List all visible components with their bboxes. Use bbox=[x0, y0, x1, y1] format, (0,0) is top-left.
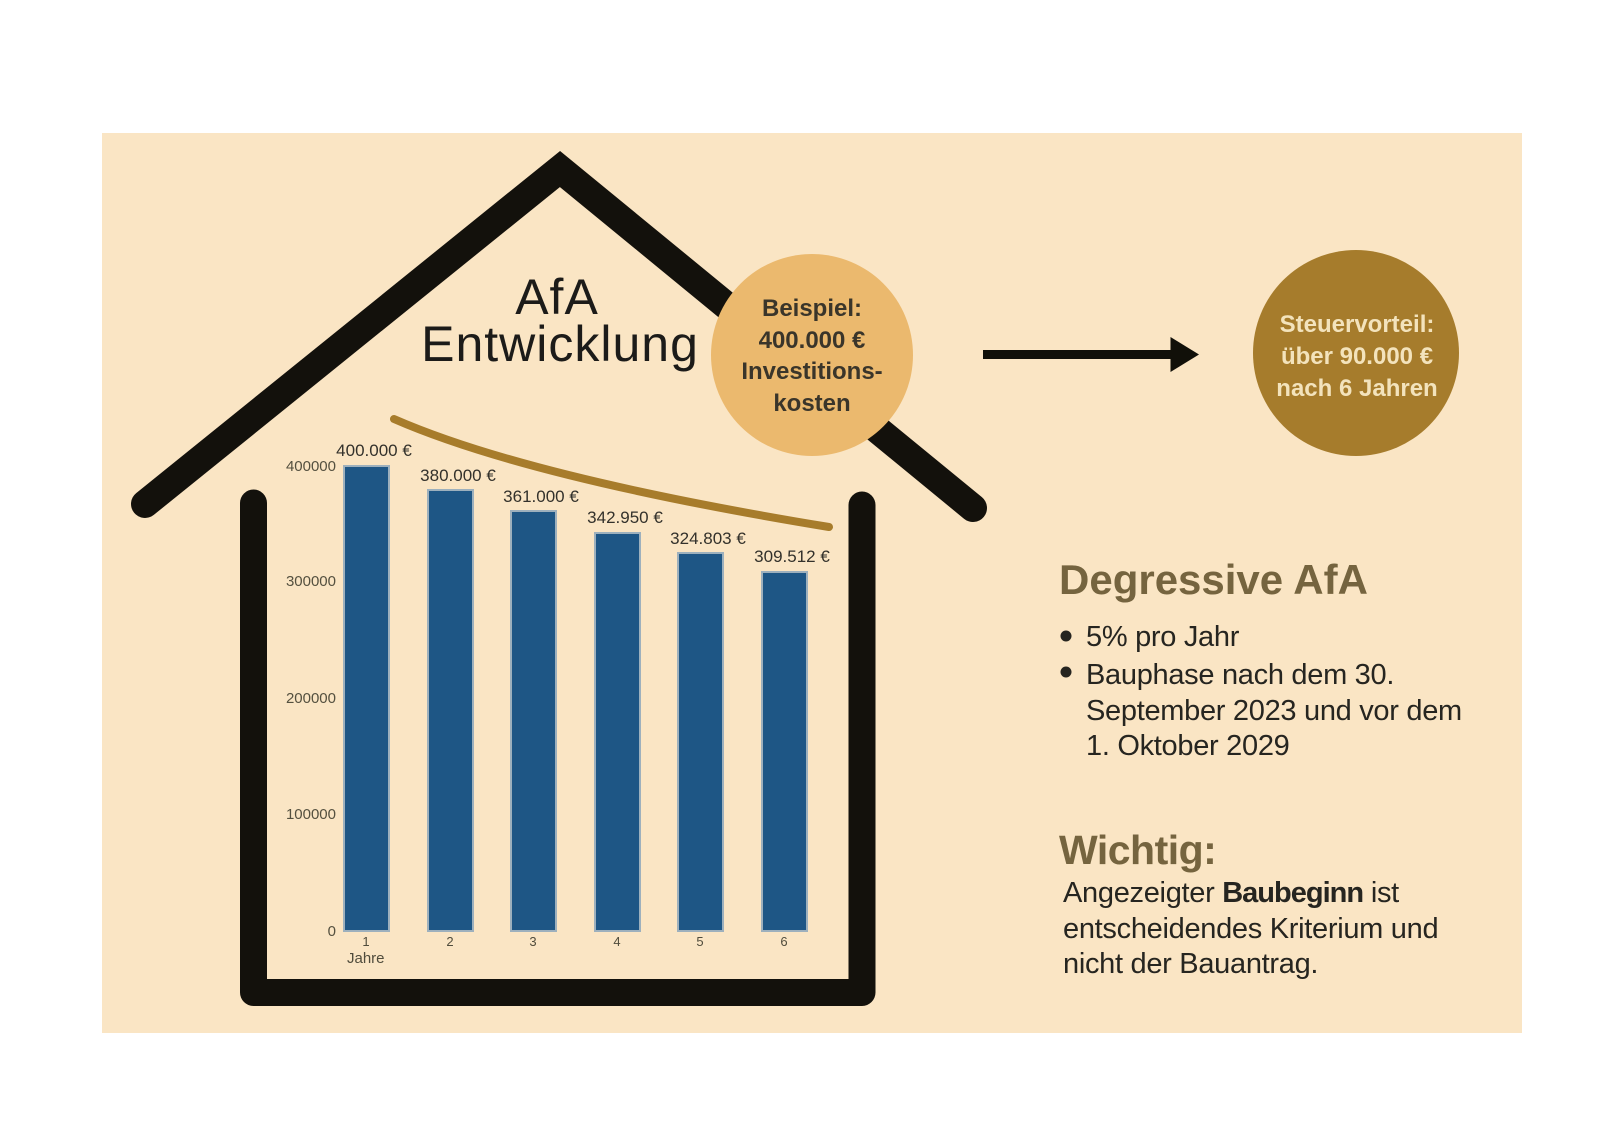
svg-text:300000: 300000 bbox=[286, 573, 336, 590]
svg-text:400.000 €: 400.000 € bbox=[336, 441, 412, 460]
svg-text:kosten: kosten bbox=[773, 390, 850, 417]
svg-text:2: 2 bbox=[446, 934, 453, 949]
svg-text:380.000 €: 380.000 € bbox=[420, 466, 496, 485]
svg-text:400000: 400000 bbox=[286, 458, 336, 475]
svg-text:Steuervorteil:: Steuervorteil: bbox=[1280, 311, 1435, 338]
svg-text:Angezeigter Baubeginn ist: Angezeigter Baubeginn ist bbox=[1063, 877, 1399, 909]
svg-text:Beispiel:: Beispiel: bbox=[762, 295, 862, 322]
svg-text:Entwicklung: Entwicklung bbox=[421, 316, 699, 372]
svg-text:über 90.000 €: über 90.000 € bbox=[1281, 343, 1433, 370]
svg-text:100000: 100000 bbox=[286, 806, 336, 823]
svg-text:Investitions-: Investitions- bbox=[741, 358, 882, 385]
svg-text:0: 0 bbox=[328, 923, 336, 940]
svg-text:324.803 €: 324.803 € bbox=[670, 529, 746, 548]
svg-text:1. Oktober 2029: 1. Oktober 2029 bbox=[1086, 730, 1289, 762]
svg-text:Bauphase nach dem 30.: Bauphase nach dem 30. bbox=[1086, 659, 1394, 691]
svg-text:AfA: AfA bbox=[515, 269, 599, 325]
svg-text:Jahre: Jahre bbox=[347, 950, 385, 967]
svg-text:309.512 €: 309.512 € bbox=[754, 547, 830, 566]
svg-text:Wichtig:: Wichtig: bbox=[1059, 827, 1216, 873]
svg-text:nicht der Bauantrag.: nicht der Bauantrag. bbox=[1063, 948, 1318, 980]
svg-text:361.000 €: 361.000 € bbox=[503, 487, 579, 506]
svg-text:3: 3 bbox=[529, 934, 536, 949]
svg-text:5: 5 bbox=[696, 934, 703, 949]
svg-text:entscheidendes Kriterium und: entscheidendes Kriterium und bbox=[1063, 913, 1438, 945]
svg-text:September 2023 und vor dem: September 2023 und vor dem bbox=[1086, 695, 1462, 727]
svg-text:Degressive AfA: Degressive AfA bbox=[1059, 556, 1368, 603]
svg-text:200000: 200000 bbox=[286, 690, 336, 707]
svg-text:400.000 €: 400.000 € bbox=[759, 327, 866, 354]
svg-text:342.950 €: 342.950 € bbox=[587, 508, 663, 527]
svg-text:5% pro Jahr: 5% pro Jahr bbox=[1086, 621, 1240, 653]
svg-text:6: 6 bbox=[780, 934, 787, 949]
svg-text:1: 1 bbox=[362, 934, 369, 949]
svg-text:nach 6 Jahren: nach 6 Jahren bbox=[1276, 375, 1437, 402]
svg-text:4: 4 bbox=[613, 934, 620, 949]
